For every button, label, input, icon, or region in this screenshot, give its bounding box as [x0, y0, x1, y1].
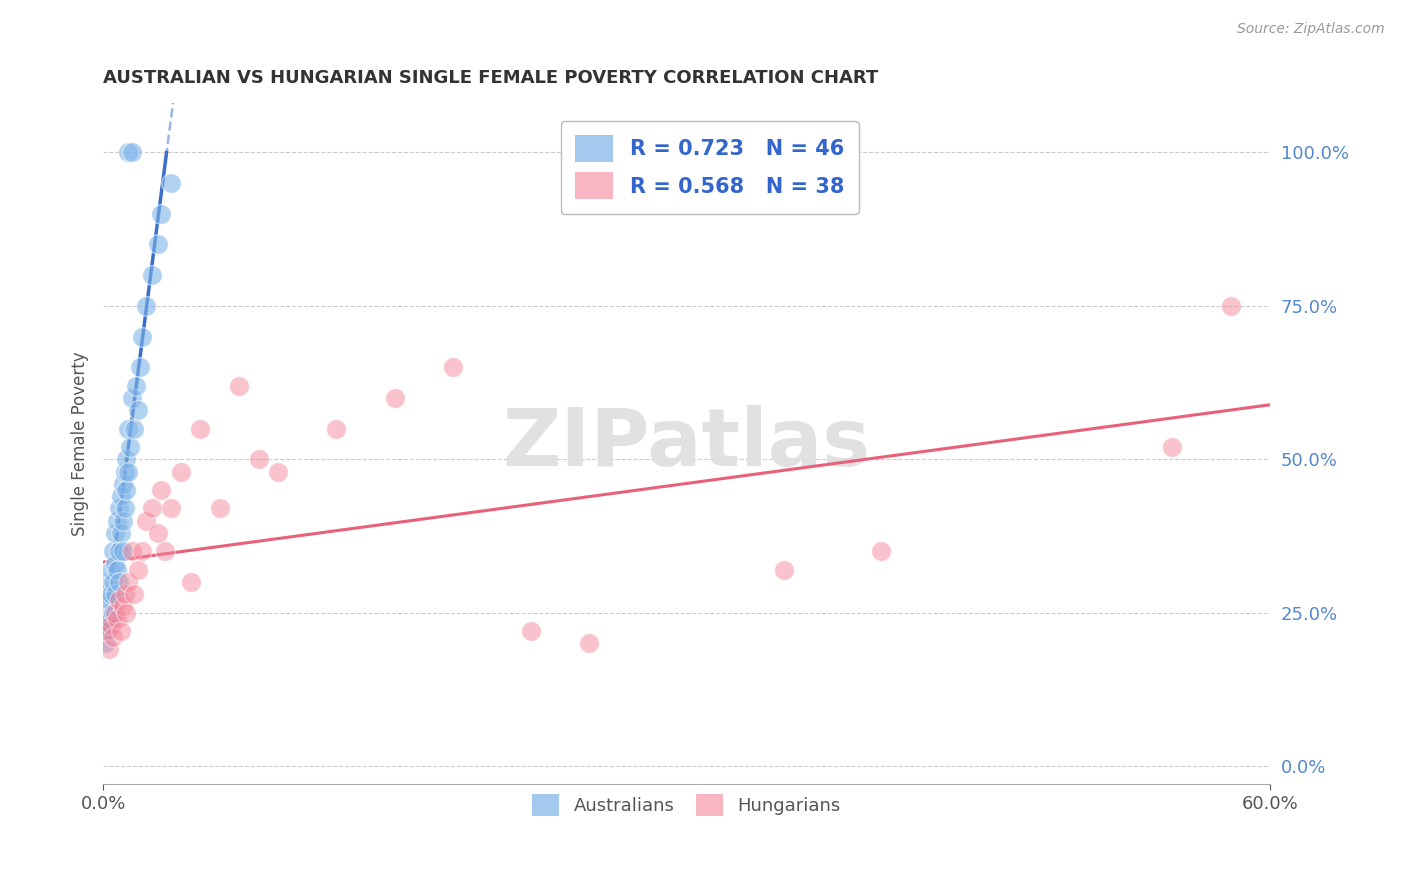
- Hungarians: [131, 544, 153, 558]
- Hungarians: [135, 514, 157, 528]
- Hungarians: [122, 587, 145, 601]
- Hungarians: [1161, 440, 1184, 454]
- Australians: [111, 544, 134, 558]
- Hungarians: [228, 378, 250, 392]
- Hungarians: [107, 593, 129, 607]
- Y-axis label: Single Female Poverty: Single Female Poverty: [72, 351, 89, 536]
- Hungarians: [869, 544, 891, 558]
- Hungarians: [96, 624, 118, 638]
- Australians: [107, 574, 129, 589]
- Australians: [101, 574, 124, 589]
- Australians: [100, 587, 122, 601]
- Australians: [160, 176, 183, 190]
- Australians: [111, 476, 134, 491]
- Hungarians: [146, 525, 169, 540]
- Hungarians: [441, 360, 464, 375]
- Hungarians: [325, 421, 347, 435]
- Australians: [110, 489, 132, 503]
- Australians: [111, 514, 134, 528]
- Hungarians: [1219, 299, 1241, 313]
- Australians: [101, 544, 124, 558]
- Australians: [114, 501, 136, 516]
- Hungarians: [141, 501, 163, 516]
- Hungarians: [170, 465, 193, 479]
- Hungarians: [117, 574, 139, 589]
- Hungarians: [114, 587, 136, 601]
- Australians: [100, 612, 122, 626]
- Australians: [94, 636, 117, 650]
- Australians: [125, 378, 148, 392]
- Hungarians: [188, 421, 211, 435]
- Australians: [105, 563, 128, 577]
- Hungarians: [105, 612, 128, 626]
- Hungarians: [150, 483, 173, 497]
- Hungarians: [267, 465, 290, 479]
- Australians: [97, 593, 120, 607]
- Text: Source: ZipAtlas.com: Source: ZipAtlas.com: [1237, 22, 1385, 37]
- Australians: [104, 587, 127, 601]
- Australians: [127, 403, 149, 417]
- Hungarians: [160, 501, 183, 516]
- Australians: [117, 465, 139, 479]
- Australians: [96, 587, 118, 601]
- Australians: [97, 574, 120, 589]
- Hungarians: [115, 606, 138, 620]
- Australians: [150, 207, 173, 221]
- Hungarians: [110, 624, 132, 638]
- Hungarians: [127, 563, 149, 577]
- Hungarians: [180, 574, 202, 589]
- Hungarians: [101, 630, 124, 644]
- Australians: [135, 299, 157, 313]
- Australians: [122, 421, 145, 435]
- Australians: [96, 624, 118, 638]
- Australians: [96, 606, 118, 620]
- Australians: [114, 465, 136, 479]
- Australians: [141, 268, 163, 282]
- Australians: [104, 557, 127, 571]
- Hungarians: [121, 544, 143, 558]
- Hungarians: [247, 452, 270, 467]
- Hungarians: [208, 501, 231, 516]
- Australians: [117, 421, 139, 435]
- Hungarians: [384, 391, 406, 405]
- Australians: [101, 606, 124, 620]
- Australians: [105, 514, 128, 528]
- Australians: [100, 563, 122, 577]
- Hungarians: [772, 563, 794, 577]
- Australians: [129, 360, 152, 375]
- Australians: [107, 544, 129, 558]
- Hungarians: [578, 636, 600, 650]
- Australians: [117, 145, 139, 160]
- Australians: [94, 618, 117, 632]
- Australians: [104, 525, 127, 540]
- Legend: Australians, Hungarians: Australians, Hungarians: [524, 787, 848, 823]
- Text: ZIPatlas: ZIPatlas: [502, 405, 870, 483]
- Australians: [121, 391, 143, 405]
- Hungarians: [97, 642, 120, 657]
- Hungarians: [111, 599, 134, 614]
- Hungarians: [100, 618, 122, 632]
- Australians: [107, 501, 129, 516]
- Hungarians: [155, 544, 177, 558]
- Hungarians: [520, 624, 543, 638]
- Australians: [146, 237, 169, 252]
- Australians: [120, 440, 142, 454]
- Australians: [121, 145, 143, 160]
- Australians: [115, 483, 138, 497]
- Hungarians: [104, 606, 127, 620]
- Australians: [131, 329, 153, 343]
- Australians: [115, 452, 138, 467]
- Australians: [110, 525, 132, 540]
- Text: AUSTRALIAN VS HUNGARIAN SINGLE FEMALE POVERTY CORRELATION CHART: AUSTRALIAN VS HUNGARIAN SINGLE FEMALE PO…: [103, 69, 879, 87]
